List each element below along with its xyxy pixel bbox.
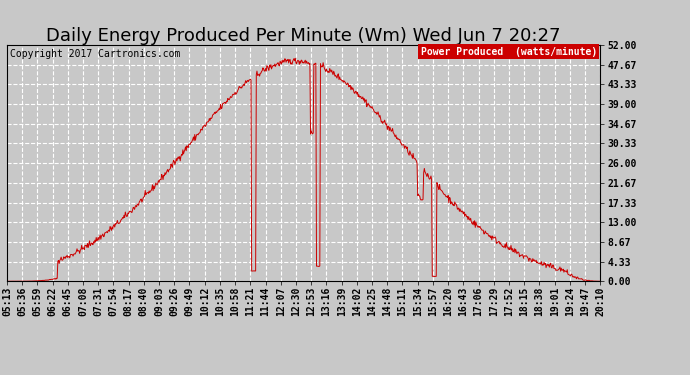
Text: Power Produced  (watts/minute): Power Produced (watts/minute) [421, 47, 597, 57]
Text: Copyright 2017 Cartronics.com: Copyright 2017 Cartronics.com [10, 49, 181, 59]
Title: Daily Energy Produced Per Minute (Wm) Wed Jun 7 20:27: Daily Energy Produced Per Minute (Wm) We… [46, 27, 561, 45]
